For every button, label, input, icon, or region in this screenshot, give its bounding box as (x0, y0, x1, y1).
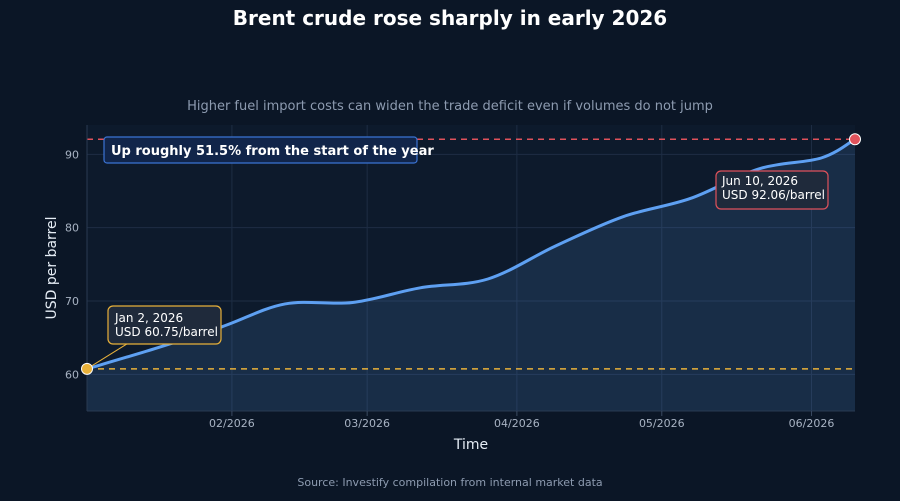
chart-title: Brent crude rose sharply in early 2026 (232, 6, 668, 30)
series-markers (81, 133, 861, 375)
x-tick-label-3: 05/2026 (639, 417, 685, 430)
y-tick-label-0: 60 (65, 368, 79, 381)
end-callout-value: USD 92.06/barrel (722, 188, 825, 202)
y-axis-ticks: 60 70 80 90 (65, 148, 79, 381)
banner-text: Up roughly 51.5% from the start of the y… (111, 144, 434, 159)
start-callout-date: Jan 2, 2026 (114, 311, 183, 325)
y-tick-label-3: 90 (65, 148, 79, 161)
x-tick-label-1: 03/2026 (344, 417, 390, 430)
x-tick-label-2: 04/2026 (494, 417, 540, 430)
chart-source: Source: Investify compilation from inter… (297, 476, 603, 489)
end-point-marker (849, 133, 861, 146)
x-axis-ticks: 02/2026 03/2026 04/2026 05/2026 06/2026 (209, 411, 834, 430)
start-point-marker (81, 362, 93, 375)
reference-lines (87, 138, 855, 370)
banner-box (103, 136, 418, 164)
x-tick-label-0: 02/2026 (209, 417, 255, 430)
series-line (87, 137, 855, 371)
y-axis-title: USD per barrel (44, 217, 60, 320)
x-tick-label-4: 06/2026 (789, 417, 835, 430)
start-callout-box (107, 305, 222, 345)
y-tick-label-2: 80 (65, 222, 79, 235)
chart-subtitle: Higher fuel import costs can widen the t… (187, 99, 713, 114)
x-axis-title: Time (453, 437, 488, 453)
banner: Up roughly 51.5% from the start of the y… (103, 136, 434, 164)
end-callout-date: Jun 10, 2026 (721, 174, 798, 188)
start-callout-value: USD 60.75/barrel (115, 325, 218, 339)
grid-lines (87, 125, 855, 411)
y-tick-label-1: 70 (65, 295, 79, 308)
start-callout-connector (86, 341, 131, 370)
end-callout-box (715, 170, 829, 210)
